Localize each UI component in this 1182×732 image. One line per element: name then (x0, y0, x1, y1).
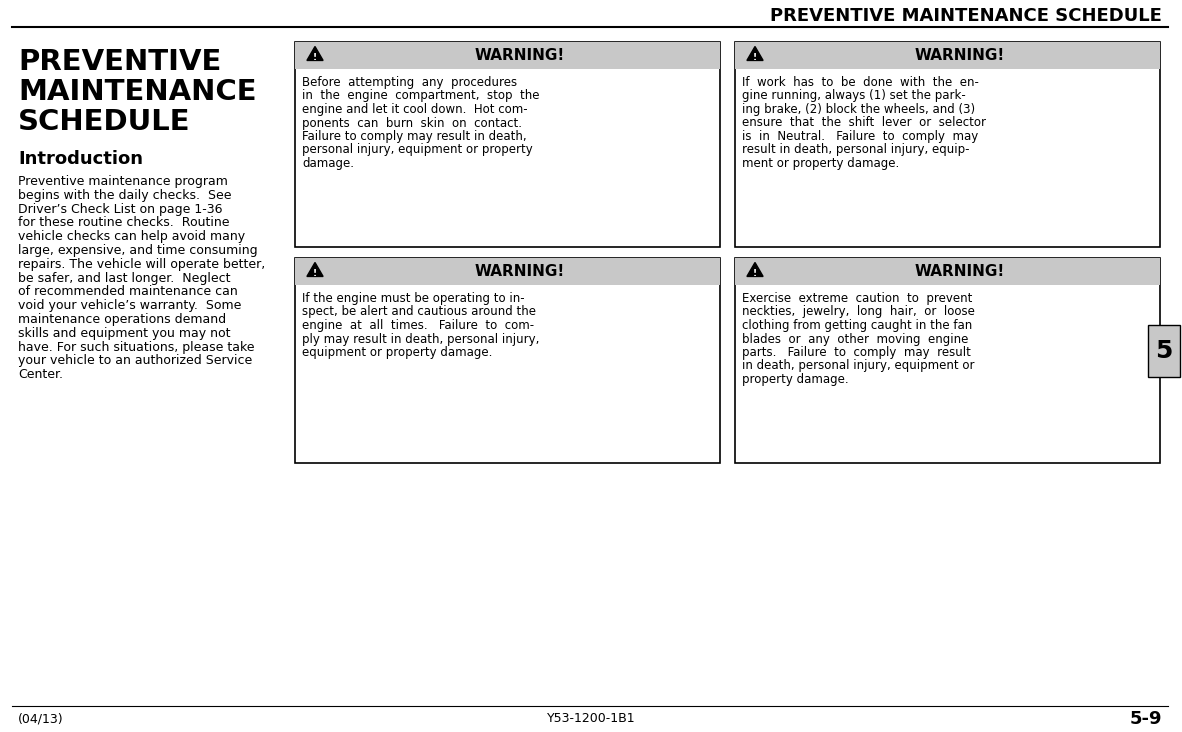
Text: clothing from getting caught in the fan: clothing from getting caught in the fan (742, 319, 973, 332)
Text: WARNING!: WARNING! (915, 264, 1005, 279)
Bar (296, 258, 720, 463)
Text: SCHEDULE: SCHEDULE (18, 108, 190, 136)
Text: Before  attempting  any  procedures: Before attempting any procedures (301, 76, 518, 89)
Bar (1148, 325, 1180, 377)
Text: your vehicle to an authorized Service: your vehicle to an authorized Service (18, 354, 252, 367)
Text: PREVENTIVE: PREVENTIVE (18, 48, 221, 76)
Text: maintenance operations demand: maintenance operations demand (18, 313, 226, 326)
Text: property damage.: property damage. (742, 373, 849, 386)
Text: blades  or  any  other  moving  engine: blades or any other moving engine (742, 332, 968, 346)
Text: is  in  Neutral.   Failure  to  comply  may: is in Neutral. Failure to comply may (742, 130, 979, 143)
Text: in  the  engine  compartment,  stop  the: in the engine compartment, stop the (301, 89, 539, 102)
Text: equipment or property damage.: equipment or property damage. (301, 346, 493, 359)
Text: Center.: Center. (18, 368, 63, 381)
Text: Exercise  extreme  caution  to  prevent: Exercise extreme caution to prevent (742, 292, 973, 305)
Text: in death, personal injury, equipment or: in death, personal injury, equipment or (742, 359, 974, 373)
Text: !: ! (313, 53, 317, 61)
Text: of recommended maintenance can: of recommended maintenance can (18, 285, 238, 299)
Text: repairs. The vehicle will operate better,: repairs. The vehicle will operate better… (18, 258, 265, 271)
Polygon shape (747, 47, 764, 61)
Text: have. For such situations, please take: have. For such situations, please take (18, 340, 254, 354)
Text: WARNING!: WARNING! (915, 48, 1005, 63)
Bar (296, 258, 720, 285)
Text: personal injury, equipment or property: personal injury, equipment or property (301, 143, 533, 157)
Text: ing brake, (2) block the wheels, and (3): ing brake, (2) block the wheels, and (3) (742, 103, 975, 116)
Text: If the engine must be operating to in-: If the engine must be operating to in- (301, 292, 525, 305)
Text: result in death, personal injury, equip-: result in death, personal injury, equip- (742, 143, 969, 157)
Text: ponents  can  burn  skin  on  contact.: ponents can burn skin on contact. (301, 116, 522, 130)
Text: engine and let it cool down.  Hot com-: engine and let it cool down. Hot com- (301, 103, 527, 116)
Text: vehicle checks can help avoid many: vehicle checks can help avoid many (18, 230, 245, 243)
Text: !: ! (753, 269, 756, 277)
Text: WARNING!: WARNING! (474, 48, 565, 63)
Polygon shape (307, 47, 323, 61)
Text: parts.   Failure  to  comply  may  result: parts. Failure to comply may result (742, 346, 970, 359)
Text: Failure to comply may result in death,: Failure to comply may result in death, (301, 130, 527, 143)
Text: large, expensive, and time consuming: large, expensive, and time consuming (18, 244, 258, 257)
Text: engine  at  all  times.   Failure  to  com-: engine at all times. Failure to com- (301, 319, 534, 332)
Text: PREVENTIVE MAINTENANCE SCHEDULE: PREVENTIVE MAINTENANCE SCHEDULE (771, 7, 1162, 25)
Text: MAINTENANCE: MAINTENANCE (18, 78, 256, 106)
Text: damage.: damage. (301, 157, 353, 170)
Text: !: ! (313, 269, 317, 277)
Text: gine running, always (1) set the park-: gine running, always (1) set the park- (742, 89, 966, 102)
Text: 5-9: 5-9 (1130, 710, 1162, 728)
Text: Y53-1200-1B1: Y53-1200-1B1 (547, 712, 635, 725)
Text: void your vehicle’s warranty.  Some: void your vehicle’s warranty. Some (18, 299, 241, 313)
Text: ment or property damage.: ment or property damage. (742, 157, 900, 170)
Text: ply may result in death, personal injury,: ply may result in death, personal injury… (301, 332, 539, 346)
Polygon shape (307, 263, 323, 277)
Text: If  work  has  to  be  done  with  the  en-: If work has to be done with the en- (742, 76, 979, 89)
Text: Introduction: Introduction (18, 150, 143, 168)
Bar (735, 42, 1160, 69)
Text: begins with the daily checks.  See: begins with the daily checks. See (18, 189, 232, 202)
Text: Driver’s Check List on page 1-36: Driver’s Check List on page 1-36 (18, 203, 222, 216)
Text: (04/13): (04/13) (18, 712, 64, 725)
Bar (735, 258, 1160, 285)
Text: WARNING!: WARNING! (474, 264, 565, 279)
Bar (296, 42, 720, 69)
Bar (735, 258, 1160, 463)
Text: Preventive maintenance program: Preventive maintenance program (18, 175, 228, 188)
Bar (296, 42, 720, 247)
Bar (735, 42, 1160, 247)
Text: neckties,  jewelry,  long  hair,  or  loose: neckties, jewelry, long hair, or loose (742, 305, 975, 318)
Text: skills and equipment you may not: skills and equipment you may not (18, 326, 230, 340)
Polygon shape (747, 263, 764, 277)
Text: !: ! (753, 53, 756, 61)
Text: 5: 5 (1155, 339, 1173, 363)
Text: spect, be alert and cautious around the: spect, be alert and cautious around the (301, 305, 535, 318)
Text: ensure  that  the  shift  lever  or  selector: ensure that the shift lever or selector (742, 116, 986, 130)
Text: be safer, and last longer.  Neglect: be safer, and last longer. Neglect (18, 272, 230, 285)
Text: for these routine checks.  Routine: for these routine checks. Routine (18, 217, 229, 229)
